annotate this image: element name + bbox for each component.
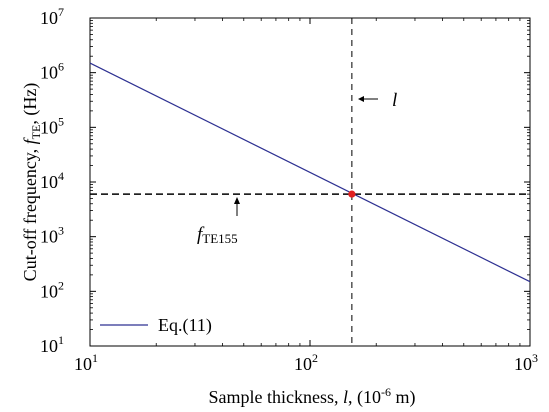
fte-arrowhead <box>234 197 240 204</box>
y-axis-label-var: f <box>20 136 40 144</box>
l-annotation-label: l <box>392 90 397 111</box>
y-axis-label-post: , (Hz) <box>20 83 41 125</box>
y-tick-label: 101 <box>40 333 64 356</box>
legend-label-eq11: Eq.(11) <box>158 315 212 336</box>
series-line-eq11 <box>89 62 531 283</box>
y-tick-label: 102 <box>40 278 64 301</box>
x-tick-labels: 101 102 103 <box>74 351 538 374</box>
plot-frame <box>89 17 531 347</box>
l-arrowhead <box>358 96 364 102</box>
fte-annotation-label: fTE155 <box>197 224 238 246</box>
y-axis-label-sub: TE <box>29 125 43 140</box>
y-axis-label-pre: Cut-off frequency, <box>20 144 40 281</box>
fte-annotation-sub: TE155 <box>202 231 237 246</box>
fte-annotation-var: f <box>197 224 205 245</box>
x-axis-label: Sample thickness, l, (10-6 m) <box>209 385 416 408</box>
intersection-point <box>348 190 356 198</box>
tick-marks <box>89 17 531 347</box>
y-tick-label: 103 <box>40 224 64 247</box>
x-tick-label: 103 <box>514 351 538 374</box>
x-tick-label: 101 <box>74 351 98 374</box>
y-tick-labels: 101 102 103 104 105 106 107 <box>40 5 64 356</box>
x-axis-label-pre: Sample thickness, <box>209 387 343 407</box>
x-axis-label-var: l <box>343 387 348 407</box>
y-tick-label: 106 <box>40 60 64 83</box>
y-tick-label: 105 <box>40 114 64 137</box>
y-axis-label: Cut-off frequency, fTE, (Hz) <box>20 83 43 282</box>
x-tick-label: 102 <box>294 351 318 374</box>
legend: Eq.(11) <box>100 315 212 336</box>
y-tick-label: 107 <box>40 5 64 28</box>
x-axis-label-mid: , (10 <box>348 387 381 408</box>
x-axis-label-sup: -6 <box>381 385 391 399</box>
x-axis-label-post: m) <box>391 387 416 408</box>
y-tick-label: 104 <box>40 169 64 192</box>
